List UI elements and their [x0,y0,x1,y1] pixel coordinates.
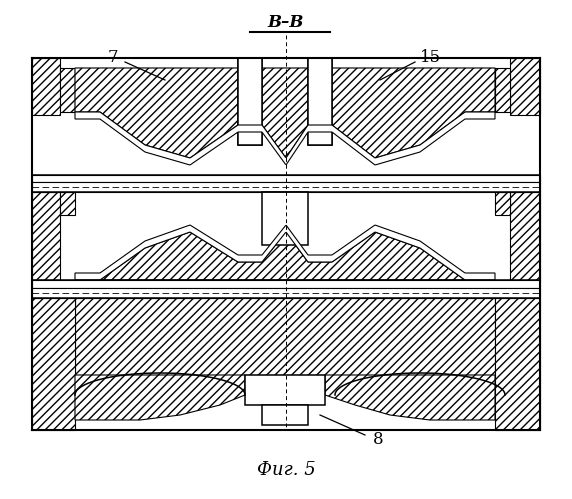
Polygon shape [32,288,540,298]
Polygon shape [32,280,540,288]
Text: В–В: В–В [268,13,304,30]
Polygon shape [75,375,245,420]
Polygon shape [238,58,262,145]
Polygon shape [262,192,308,245]
Polygon shape [495,192,510,215]
Polygon shape [262,405,308,425]
Polygon shape [32,58,60,115]
Polygon shape [60,68,75,112]
Polygon shape [75,298,495,375]
Polygon shape [32,175,540,182]
Polygon shape [75,112,495,165]
Polygon shape [75,68,495,158]
Polygon shape [510,58,540,115]
Polygon shape [60,192,75,215]
Polygon shape [245,375,325,405]
Polygon shape [32,192,60,280]
Polygon shape [32,182,540,192]
Polygon shape [495,68,510,112]
Text: Фиг. 5: Фиг. 5 [257,461,315,479]
Polygon shape [75,68,495,112]
Polygon shape [75,225,495,280]
Polygon shape [495,298,540,430]
Text: 8: 8 [373,432,383,449]
Polygon shape [238,58,262,145]
Text: 15: 15 [419,48,440,65]
Polygon shape [32,298,75,430]
Polygon shape [325,375,495,420]
Polygon shape [308,58,332,145]
Polygon shape [510,192,540,280]
Polygon shape [75,232,495,280]
Polygon shape [308,58,332,145]
Text: 7: 7 [108,48,118,65]
